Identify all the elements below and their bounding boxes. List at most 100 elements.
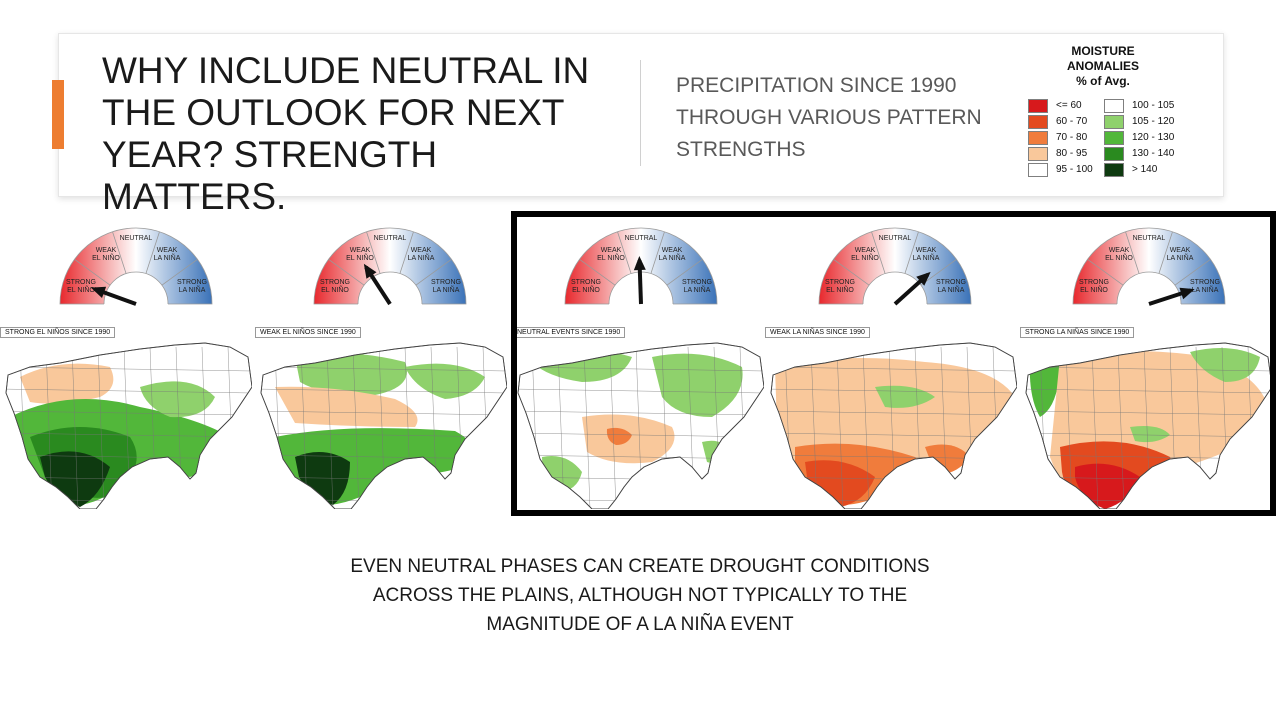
gauge-label-line: WEAK <box>157 247 178 254</box>
slide-caption: EVEN NEUTRAL PHASES CAN CREATE DROUGHT C… <box>290 552 990 639</box>
gauge-label-line: EL NIÑO <box>1080 285 1108 294</box>
legend-label: 80 - 95 <box>1056 148 1088 159</box>
gauge-label-line: NEUTRAL <box>625 235 658 242</box>
gauge-pointer-arrow <box>363 263 392 306</box>
gauge-label-line: EL NIÑO <box>826 285 854 294</box>
gauge-label-line: WEAK <box>411 247 432 254</box>
map-panel-label: STRONG LA NIÑAS SINCE 1990 <box>1020 327 1135 338</box>
precipitation-map-weak-el-nino: WEAK EL NIÑOS SINCE 1990 <box>255 327 507 509</box>
gauge-label-line: LA NIÑA <box>408 253 435 262</box>
legend-label: 95 - 100 <box>1056 164 1093 175</box>
gauge-label-line: EL NIÑO <box>1105 253 1133 262</box>
svg-text:NEUTRAL: NEUTRAL <box>1133 235 1166 242</box>
gauge-label-line: WEAK <box>350 247 371 254</box>
legend-swatch <box>1028 99 1048 113</box>
gauge-label-line: EL NIÑO <box>346 253 374 262</box>
gauge-label-line: LA NIÑA <box>1192 285 1219 294</box>
gauge-label-line: STRONG <box>177 279 207 286</box>
legend-swatch <box>1028 131 1048 145</box>
gauge-label-line: LA NIÑA <box>684 285 711 294</box>
legend-swatch <box>1028 115 1048 129</box>
gauge-label-line: WEAK <box>96 247 117 254</box>
gauge-label-line: NEUTRAL <box>120 235 153 242</box>
legend-label: 100 - 105 <box>1132 100 1175 111</box>
slide-subtitle: PRECIPITATION SINCE 1990 THROUGH VARIOUS… <box>676 70 1006 166</box>
moisture-legend: MOISTURE ANOMALIES % of Avg. <= 60 60 - 7… <box>1022 44 1220 184</box>
gauge-label-line: LA NIÑA <box>433 285 460 294</box>
caption-line-2: ACROSS THE PLAINS, ALTHOUGH NOT TYPICALL… <box>372 585 908 606</box>
gauge-label-line: EL NIÑO <box>92 253 120 262</box>
gauge-label-line: WEAK <box>601 247 622 254</box>
gauge-label-line: STRONG <box>431 279 461 286</box>
gauge-label-line: LA NIÑA <box>938 285 965 294</box>
gauge-label-line: WEAK <box>1170 247 1191 254</box>
gauge-label-line: STRONG <box>320 279 350 286</box>
enso-strength-gauge: NEUTRAL WEAK EL NIÑO WEAK LA NIÑA STRONG EL NI… <box>1069 224 1229 310</box>
legend-label: 130 - 140 <box>1132 148 1175 159</box>
gauge-label-line: LA NIÑA <box>913 253 940 262</box>
subtitle-line-3: STRENGTHS <box>676 138 806 161</box>
legend-title-line-3: % of Avg. <box>1076 74 1130 88</box>
precipitation-map-strong-la-nina: STRONG LA NIÑAS SINCE 1990 <box>1020 327 1272 509</box>
gauge-label-line: EL NIÑO <box>572 285 600 294</box>
legend-swatch <box>1028 163 1048 177</box>
legend-title-line-2: ANOMALIES <box>1067 59 1139 73</box>
slide-title: WHY INCLUDE NEUTRAL IN THE OUTLOOK FOR N… <box>102 50 622 218</box>
svg-text:NEUTRAL: NEUTRAL <box>374 235 407 242</box>
legend-title-line-1: MOISTURE <box>1071 44 1135 58</box>
enso-strength-gauge: NEUTRAL WEAK EL NIÑO WEAK LA NIÑA STRONG EL NI… <box>310 224 470 310</box>
gauge-label-line: NEUTRAL <box>374 235 407 242</box>
gauge-label-line: EL NIÑO <box>321 285 349 294</box>
gauge-label-line: WEAK <box>855 247 876 254</box>
gauge-pointer-arrow <box>1148 287 1195 306</box>
gauge-label-line: LA NIÑA <box>179 285 206 294</box>
legend-label: <= 60 <box>1056 100 1082 111</box>
map-panel-label: NEUTRAL EVENTS SINCE 1990 <box>512 327 626 338</box>
subtitle-line-1: PRECIPITATION SINCE 1990 <box>676 74 957 97</box>
header-divider <box>640 60 641 166</box>
legend-swatch <box>1104 99 1124 113</box>
legend-label: 120 - 130 <box>1132 132 1175 143</box>
map-panel-label: STRONG EL NIÑOS SINCE 1990 <box>0 327 116 338</box>
caption-line-3: MAGNITUDE OF A LA NIÑA EVENT <box>486 614 794 635</box>
gauge-label-line: NEUTRAL <box>879 235 912 242</box>
enso-strength-gauge: NEUTRAL WEAK EL NIÑO WEAK LA NIÑA STRONG EL NI… <box>815 224 975 310</box>
precipitation-map-weak-la-nina: WEAK LA NIÑAS SINCE 1990 <box>765 327 1017 509</box>
precipitation-map-neutral: NEUTRAL EVENTS SINCE 1990 <box>512 327 764 509</box>
enso-strength-gauge: NEUTRAL WEAK EL NIÑO WEAK LA NIÑA STRONG EL NI… <box>561 224 721 310</box>
legend-swatch <box>1104 115 1124 129</box>
legend-title: MOISTURE ANOMALIES % of Avg. <box>1022 44 1184 89</box>
svg-text:NEUTRAL: NEUTRAL <box>879 235 912 242</box>
legend-label: 70 - 80 <box>1056 132 1088 143</box>
gauge-label-line: EL NIÑO <box>851 253 879 262</box>
legend-label: > 140 <box>1132 164 1158 175</box>
gauge-label-line: LA NIÑA <box>1167 253 1194 262</box>
legend-swatch <box>1028 147 1048 161</box>
caption-line-1: EVEN NEUTRAL PHASES CAN CREATE DROUGHT C… <box>350 556 930 577</box>
gauge-label-line: WEAK <box>916 247 937 254</box>
title-line-3: YEAR? STRENGTH MATTERS. <box>102 134 438 217</box>
gauge-label-line: STRONG <box>1079 279 1109 286</box>
gauge-pointer-arrow <box>893 271 931 306</box>
gauge-pointer-arrow <box>633 256 646 305</box>
legend-label: 60 - 70 <box>1056 116 1088 127</box>
svg-text:NEUTRAL: NEUTRAL <box>625 235 658 242</box>
gauge-label-line: NEUTRAL <box>1133 235 1166 242</box>
accent-bar <box>52 80 64 149</box>
